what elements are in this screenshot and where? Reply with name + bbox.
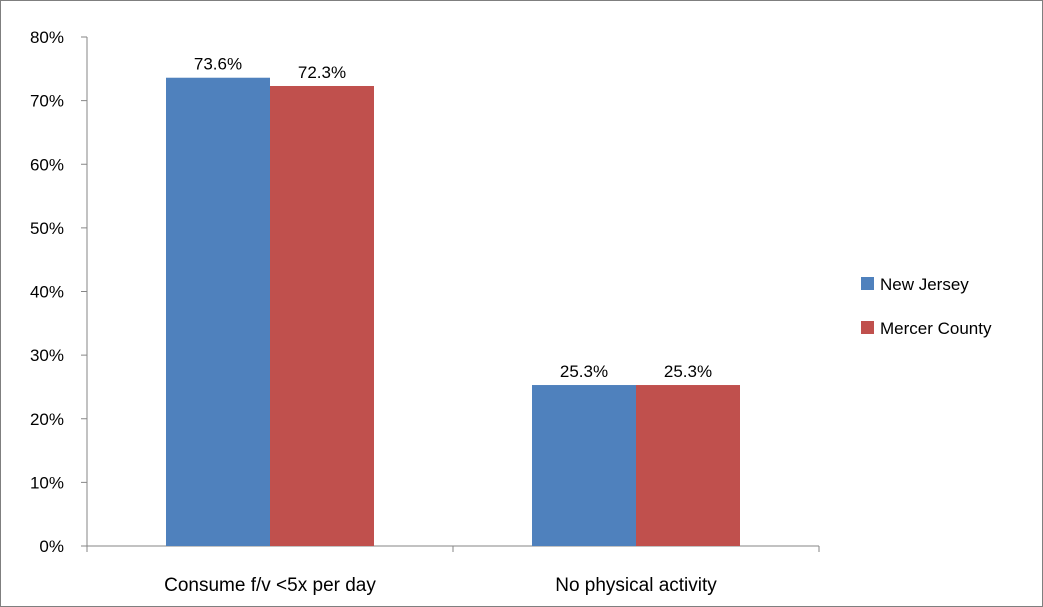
legend-label: New Jersey (880, 275, 969, 294)
x-tick-label: Consume f/v <5x per day (164, 575, 376, 596)
y-tick-label: 30% (30, 346, 64, 365)
data-label: 25.3% (664, 362, 712, 381)
bar (270, 85, 374, 547)
data-label: 73.6% (194, 55, 242, 74)
y-tick-label: 10% (30, 473, 64, 492)
y-tick-label: 60% (30, 155, 64, 174)
legend-label: Mercer County (880, 319, 992, 338)
data-label: 72.3% (298, 63, 346, 82)
bar (532, 385, 636, 546)
legend-swatch (861, 321, 874, 334)
y-tick-label: 0% (39, 537, 64, 556)
y-tick-label: 70% (30, 92, 64, 111)
y-tick-label: 40% (30, 283, 64, 302)
y-tick-label: 20% (30, 410, 64, 429)
bar (636, 385, 740, 546)
y-tick-label: 50% (30, 219, 64, 238)
y-tick-label: 80% (30, 28, 64, 47)
legend-swatch (861, 277, 874, 290)
bar (166, 77, 270, 546)
data-label: 25.3% (560, 362, 608, 381)
x-tick-label: No physical activity (555, 575, 717, 596)
